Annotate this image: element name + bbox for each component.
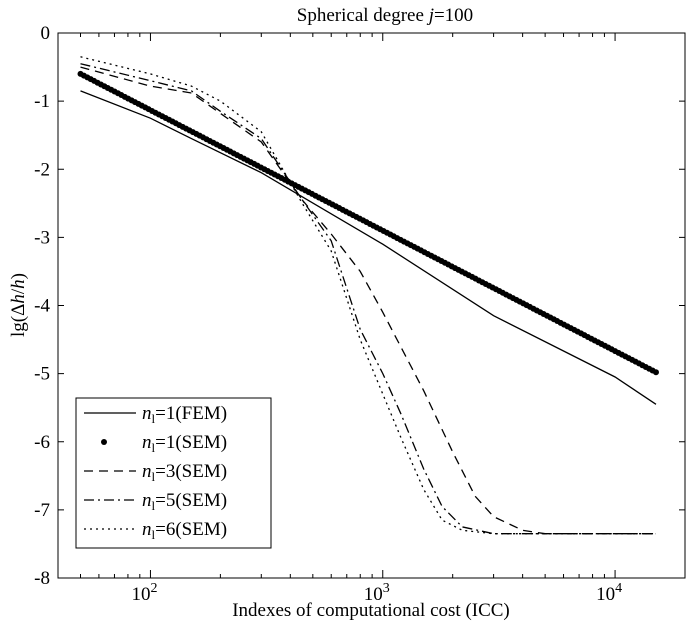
y-tick-label: -2: [34, 159, 50, 180]
legend-label-4: nl=5(SEM): [142, 490, 227, 513]
y-tick-label: -6: [34, 432, 50, 453]
series-1-line: [80, 90, 657, 405]
series-5-line: [80, 56, 656, 535]
y-tick-label: -5: [34, 364, 50, 385]
legend-box: [75, 397, 272, 549]
series-2-point: [652, 369, 659, 376]
legend-label-5: nl=6(SEM): [142, 519, 227, 542]
legend-marker-2: [101, 439, 107, 445]
y-tick-label: -7: [34, 500, 50, 521]
legend-label-1: nl=1(FEM): [142, 403, 227, 426]
y-tick-label: -1: [34, 91, 50, 112]
x-tick-label: 103: [364, 581, 390, 605]
y-tick-label: -4: [34, 296, 50, 317]
series-group: [77, 56, 659, 535]
series-3-line: [80, 66, 656, 535]
chart-title: Spherical degree j=100: [297, 5, 473, 26]
y-axis-ticks: 0 -1 -2 -3 -4 -5 -6 -7 -8: [34, 23, 685, 589]
y-tick-label: -3: [34, 227, 50, 248]
y-axis-label: lg(Δh/h): [8, 273, 29, 337]
y-tick-label: -8: [34, 568, 50, 589]
y-tick-label: 0: [41, 23, 51, 44]
series-4-line: [80, 63, 656, 535]
x-axis-label: Indexes of computational cost (ICC): [232, 600, 510, 621]
x-tick-label: 102: [131, 581, 157, 605]
legend-label-2: nl=1(SEM): [142, 432, 227, 455]
legend: nl=1(FEM) nl=1(SEM) nl=3(SEM) nl=5(SEM) nl=6…: [75, 397, 272, 549]
legend-label-3: nl=3(SEM): [142, 461, 227, 484]
x-tick-label: 104: [596, 581, 622, 605]
x-axis-ticks: 102 103 104: [57, 33, 686, 605]
